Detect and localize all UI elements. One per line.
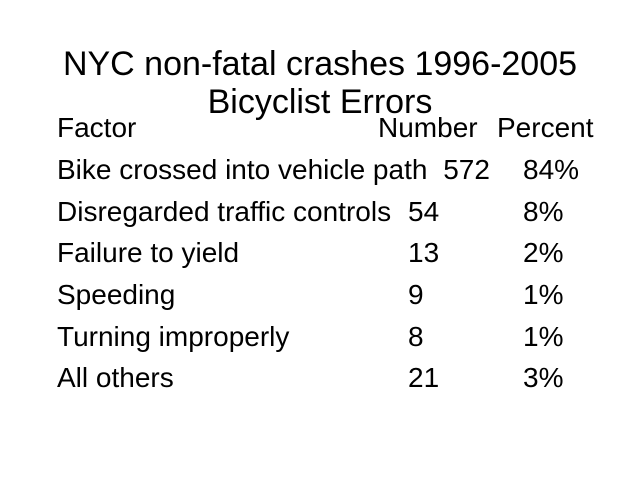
table-row: All others 21 3% <box>57 364 602 396</box>
percent-cell: 1% <box>523 321 564 352</box>
number-cell: 572 <box>443 154 490 185</box>
number-cell: 54 <box>408 196 440 227</box>
percent-cell: 1% <box>523 279 564 310</box>
factor-cell: Bike crossed into vehicle path <box>57 154 428 185</box>
table-row: Disregarded traffic controls 54 8% <box>57 198 602 230</box>
table-row: Turning improperly 8 1% <box>57 323 602 355</box>
percent-cell: 3% <box>523 362 564 393</box>
number-cell: 9 <box>408 279 424 310</box>
table-row: Speeding 9 1% <box>57 281 602 313</box>
slide-title-line-2: Bicyclist Errors <box>207 82 433 121</box>
factor-cell: Failure to yield <box>57 237 240 268</box>
percent-cell: 8% <box>523 196 564 227</box>
number-cell: 13 <box>408 237 440 268</box>
percent-cell: 84% <box>523 154 580 185</box>
factor-cell: Disregarded traffic controls <box>57 196 392 227</box>
table-row: Bike crossed into vehicle path 572 84% <box>57 156 602 188</box>
percent-cell: 2% <box>523 237 564 268</box>
factor-cell: Turning improperly <box>57 321 290 352</box>
factor-cell: Speeding <box>57 279 176 310</box>
number-cell: 8 <box>408 321 424 352</box>
table-row: Failure to yield 13 2% <box>57 239 602 271</box>
number-column-header: Number <box>378 112 478 143</box>
slide-title-line-1: NYC non-fatal crashes 1996-2005 <box>62 44 578 83</box>
slide-title: NYC non-fatal crashes 1996-2005 Bicyclis… <box>0 45 640 121</box>
percent-column-header: Percent <box>497 112 594 143</box>
number-cell: 21 <box>408 362 440 393</box>
factor-cell: All others <box>57 362 174 393</box>
factor-column-header: Factor <box>57 112 137 143</box>
table-header-row: Factor Number Percent <box>57 114 602 146</box>
